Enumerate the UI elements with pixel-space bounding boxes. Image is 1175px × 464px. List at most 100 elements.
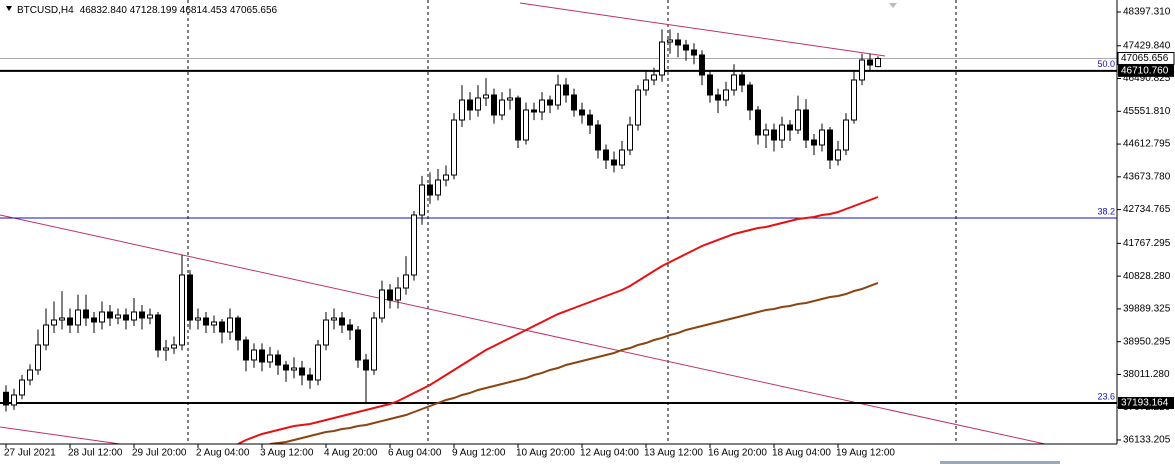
candle-body bbox=[131, 311, 137, 321]
candle-body bbox=[859, 59, 865, 81]
candle-body bbox=[771, 129, 777, 141]
candle-body bbox=[179, 274, 185, 346]
x-tick-label: 16 Aug 20:00 bbox=[708, 448, 767, 459]
candle-body bbox=[875, 57, 881, 68]
candle-body bbox=[851, 79, 857, 121]
trend-line bbox=[0, 426, 121, 444]
x-tick-label: 27 Jul 2021 bbox=[4, 448, 56, 459]
candle-body bbox=[643, 79, 649, 91]
x-tick-label: 3 Aug 12:00 bbox=[260, 448, 314, 459]
candle-body bbox=[19, 379, 25, 396]
candle-body bbox=[339, 317, 345, 326]
candle-body bbox=[259, 349, 265, 363]
y-tick-label: 38950.295 bbox=[1123, 336, 1171, 347]
candle-body bbox=[83, 309, 89, 319]
candle-body bbox=[779, 124, 785, 141]
candle-body bbox=[163, 347, 169, 351]
hline-box bbox=[1118, 396, 1174, 409]
candle-body bbox=[507, 97, 513, 101]
candle-body bbox=[291, 367, 297, 371]
hline-box bbox=[1118, 64, 1174, 77]
candle-body bbox=[835, 149, 841, 161]
candle-body bbox=[475, 97, 481, 111]
candle-body bbox=[403, 274, 409, 289]
candle-body bbox=[227, 317, 233, 333]
candle-body bbox=[283, 364, 289, 371]
candle-body bbox=[451, 119, 457, 176]
candle-body bbox=[739, 74, 745, 86]
fib-label: 50.0 bbox=[1097, 59, 1115, 69]
candle-body bbox=[3, 391, 9, 406]
chart-title: BTCUSD,H4 46832.840 47128.199 46814.453 4… bbox=[17, 5, 278, 16]
candle-body bbox=[299, 367, 305, 376]
candle-body bbox=[355, 329, 361, 361]
y-tick-label: 47429.840 bbox=[1123, 40, 1171, 51]
candle-body bbox=[35, 344, 41, 371]
fib-label: 23.6 bbox=[1097, 391, 1115, 401]
candle-body bbox=[347, 324, 353, 331]
candle-body bbox=[155, 314, 161, 351]
candle-body bbox=[211, 321, 217, 326]
candle-body bbox=[491, 94, 497, 116]
symbol: BTCUSD,H4 bbox=[17, 5, 74, 16]
y-tick-label: 42734.765 bbox=[1123, 204, 1171, 215]
candle-body bbox=[627, 124, 633, 151]
candle-body bbox=[59, 317, 65, 321]
candle-body bbox=[459, 99, 465, 121]
candle-body bbox=[107, 311, 113, 319]
menu-arrow bbox=[6, 6, 12, 11]
fib-label: 38.2 bbox=[1097, 206, 1115, 216]
x-tick-label: 19 Aug 12:00 bbox=[836, 448, 895, 459]
trend-line bbox=[0, 214, 1046, 444]
candle-body bbox=[571, 94, 577, 111]
candle-body bbox=[787, 124, 793, 131]
bid-label: 47065.656 bbox=[1121, 53, 1169, 64]
x-tick-label: 12 Aug 04:00 bbox=[580, 448, 639, 459]
candle-body bbox=[723, 89, 729, 101]
x-tick-label: 6 Aug 04:00 bbox=[388, 448, 442, 459]
candle-body bbox=[139, 311, 145, 319]
ohlc-header: 46832.840 47128.199 46814.453 47065.656 bbox=[80, 5, 278, 16]
candle-body bbox=[195, 317, 201, 321]
candle-body bbox=[811, 139, 817, 146]
y-tick-label: 41767.295 bbox=[1123, 238, 1171, 249]
candle-body bbox=[531, 109, 537, 113]
candle-body bbox=[843, 119, 849, 151]
candle-body bbox=[819, 129, 825, 146]
scrollbar[interactable] bbox=[940, 461, 1060, 464]
x-tick-label: 9 Aug 12:00 bbox=[452, 448, 506, 459]
candle-body bbox=[235, 317, 241, 341]
marks bbox=[0, 29, 1117, 444]
candle-body bbox=[123, 314, 129, 321]
y-tick-label: 45551.810 bbox=[1123, 106, 1171, 117]
x-tick-label: 4 Aug 20:00 bbox=[324, 448, 378, 459]
y-tick-label: 44612.795 bbox=[1123, 139, 1171, 150]
candle-body bbox=[387, 289, 393, 301]
candle-body bbox=[555, 84, 561, 106]
x-tick-label: 18 Aug 04:00 bbox=[772, 448, 831, 459]
x-tick-label: 28 Jul 12:00 bbox=[68, 448, 123, 459]
candle-body bbox=[363, 359, 369, 371]
candle-body bbox=[147, 314, 153, 319]
candle-body bbox=[275, 354, 281, 366]
hline-label: 46710.760 bbox=[1121, 65, 1169, 76]
shift-marker bbox=[889, 3, 897, 8]
candle-body bbox=[635, 89, 641, 126]
candle-body bbox=[691, 49, 697, 56]
candle-body bbox=[171, 344, 177, 349]
candle-body bbox=[115, 314, 121, 319]
candle-body bbox=[675, 39, 681, 46]
candle-body bbox=[307, 374, 313, 381]
y-tick-label: 48397.310 bbox=[1123, 7, 1171, 18]
candle-body bbox=[827, 129, 833, 161]
candle-body bbox=[595, 124, 601, 151]
candle-body bbox=[435, 179, 441, 196]
y-tick-label: 40828.280 bbox=[1123, 271, 1171, 282]
candle-body bbox=[243, 339, 249, 361]
x-tick-label: 29 Jul 20:00 bbox=[132, 448, 187, 459]
y-tick-label: 36133.205 bbox=[1123, 435, 1171, 446]
y-tick-label: 43673.780 bbox=[1123, 171, 1171, 182]
candle-body bbox=[707, 74, 713, 96]
